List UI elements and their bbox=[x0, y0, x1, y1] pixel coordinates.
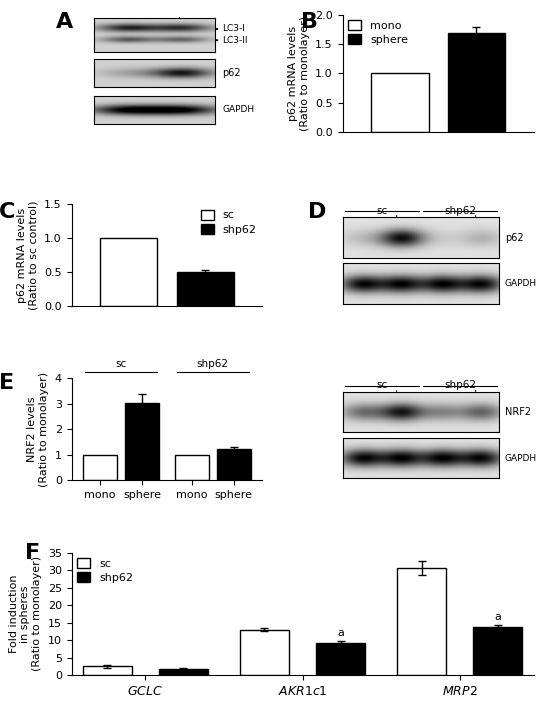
Text: F: F bbox=[25, 543, 41, 563]
Text: shp62: shp62 bbox=[444, 206, 476, 216]
Bar bbox=[217, 449, 251, 481]
Text: GAPDH: GAPDH bbox=[505, 280, 537, 288]
Bar bbox=[125, 403, 160, 481]
Text: LC3-II: LC3-II bbox=[222, 36, 248, 45]
Text: mono: mono bbox=[428, 390, 453, 399]
Text: a: a bbox=[494, 611, 501, 621]
Text: GAPDH: GAPDH bbox=[222, 105, 255, 114]
Text: shp62: shp62 bbox=[197, 359, 229, 370]
Y-axis label: NRF2 levels
(Ratio to monolayer): NRF2 levels (Ratio to monolayer) bbox=[28, 372, 49, 487]
Bar bbox=[159, 669, 208, 675]
Text: p62: p62 bbox=[222, 68, 241, 78]
Bar bbox=[174, 455, 209, 481]
Text: C: C bbox=[0, 202, 15, 222]
Text: sphere: sphere bbox=[464, 216, 495, 224]
Bar bbox=[371, 73, 428, 132]
Y-axis label: Fold induction
in spheres
(Ratio to monolayer): Fold induction in spheres (Ratio to mono… bbox=[9, 556, 42, 672]
Y-axis label: p62 mRNA levels
(Ratio to sc control): p62 mRNA levels (Ratio to sc control) bbox=[17, 200, 38, 310]
Text: shp62: shp62 bbox=[444, 380, 476, 391]
Text: p62: p62 bbox=[505, 233, 524, 242]
Legend: sc, shp62: sc, shp62 bbox=[201, 210, 257, 234]
Bar bbox=[83, 455, 117, 481]
Text: sphere: sphere bbox=[386, 216, 417, 224]
Text: a: a bbox=[337, 628, 344, 637]
Text: sc: sc bbox=[376, 380, 387, 391]
Text: sc: sc bbox=[376, 206, 387, 216]
Text: mono: mono bbox=[125, 17, 155, 27]
Text: mono: mono bbox=[349, 216, 375, 224]
Bar bbox=[397, 568, 446, 675]
Text: mono: mono bbox=[349, 390, 375, 399]
Text: D: D bbox=[308, 202, 327, 222]
Text: E: E bbox=[0, 373, 14, 393]
Text: LC3-I: LC3-I bbox=[222, 25, 245, 33]
Legend: sc, shp62: sc, shp62 bbox=[77, 558, 133, 583]
Text: B: B bbox=[301, 12, 317, 32]
Text: sphere: sphere bbox=[386, 390, 417, 399]
Bar bbox=[474, 627, 522, 675]
Y-axis label: p62 mRNA levels
(Ratio to monolayer): p62 mRNA levels (Ratio to monolayer) bbox=[288, 16, 310, 131]
Text: sphere: sphere bbox=[464, 390, 495, 399]
Legend: mono, sphere: mono, sphere bbox=[348, 20, 408, 45]
Text: sc: sc bbox=[116, 359, 127, 370]
Text: GAPDH: GAPDH bbox=[505, 454, 537, 462]
Text: sphere: sphere bbox=[167, 17, 202, 27]
Text: NRF2: NRF2 bbox=[505, 407, 531, 417]
Bar bbox=[448, 33, 505, 132]
Bar bbox=[82, 666, 131, 675]
Text: A: A bbox=[56, 12, 74, 32]
Bar bbox=[100, 238, 157, 306]
Bar bbox=[240, 629, 289, 675]
Bar bbox=[316, 643, 365, 675]
Bar bbox=[177, 272, 234, 306]
Text: mono: mono bbox=[428, 216, 453, 224]
